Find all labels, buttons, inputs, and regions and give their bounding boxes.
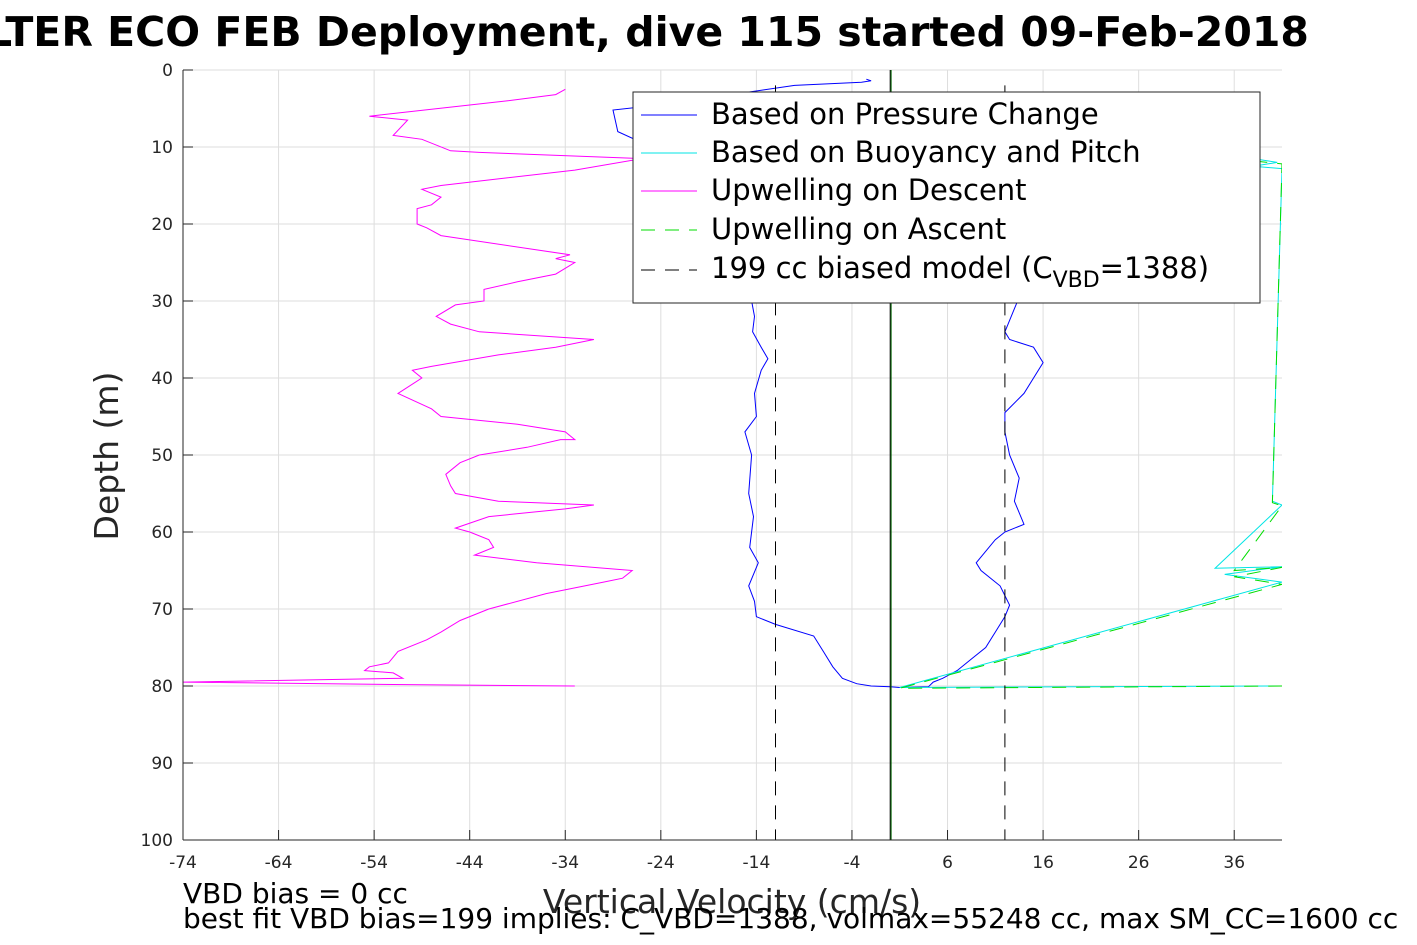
x-axis-ticks: -74 -64 -54 -44 -34 -24 -14 -4 6 16 26 36	[169, 830, 1245, 873]
legend-label-upwelling-ascent: Upwelling on Ascent	[711, 212, 1006, 246]
y-tick-label: 90	[151, 754, 173, 774]
legend-box	[632, 91, 1261, 304]
y-tick-label: 20	[151, 215, 173, 235]
series-upwelling_descent	[183, 88, 642, 687]
x-tick-label: 36	[1223, 853, 1245, 873]
footer-best-fit: best fit VBD bias=199 implies: C_VBD=138…	[183, 902, 1398, 935]
legend-label-buoyancy: Based on Buoyancy and Pitch	[711, 135, 1141, 169]
y-tick-label: 50	[151, 446, 173, 466]
y-tick-label: 0	[162, 61, 173, 81]
legend-model-suffix: =1388)	[1100, 251, 1209, 285]
x-tick-label: -34	[551, 853, 579, 873]
y-axis-ticks: 0 10 20 30 40 50 60 70 80 90 100	[141, 61, 193, 851]
legend-label-upwelling-descent: Upwelling on Descent	[711, 173, 1027, 207]
legend-model-prefix: 199 cc biased model (C	[711, 251, 1053, 285]
x-tick-label: 6	[942, 853, 953, 873]
series-pressure_ascent	[899, 262, 1044, 688]
y-tick-label: 60	[151, 523, 173, 543]
y-tick-label: 30	[151, 292, 173, 312]
x-tick-label: 26	[1128, 853, 1150, 873]
x-tick-label: -24	[647, 853, 675, 873]
x-tick-label: -4	[843, 853, 860, 873]
y-tick-label: 10	[151, 138, 173, 158]
series-pressure_descent	[612, 78, 900, 688]
legend: Based on Pressure Change Based on Buoyan…	[632, 91, 1261, 304]
y-tick-label: 80	[151, 677, 173, 697]
series-upwelling_ascent	[899, 160, 1282, 689]
x-tick-label: -44	[456, 853, 484, 873]
x-axis-label: Vertical Velocity (cm/s)	[543, 882, 921, 921]
x-tick-label: -64	[265, 853, 293, 873]
chart-title: LTER ECO FEB Deployment, dive 115 starte…	[0, 8, 1309, 56]
x-tick-label: -14	[743, 853, 771, 873]
legend-label-model: 199 cc biased model (CVBD=1388)	[711, 251, 1209, 293]
y-tick-label: 40	[151, 369, 173, 389]
legend-label-pressure: Based on Pressure Change	[711, 97, 1099, 131]
y-tick-label: 100	[141, 831, 173, 851]
y-axis-label: Depth (m)	[87, 372, 126, 541]
x-tick-label: -74	[169, 853, 197, 873]
x-tick-label: -54	[360, 853, 388, 873]
footer-vbd-bias: VBD bias = 0 cc	[183, 877, 408, 910]
y-tick-label: 70	[151, 600, 173, 620]
legend-model-subscript: VBD	[1053, 268, 1100, 293]
x-tick-label: 16	[1032, 853, 1054, 873]
